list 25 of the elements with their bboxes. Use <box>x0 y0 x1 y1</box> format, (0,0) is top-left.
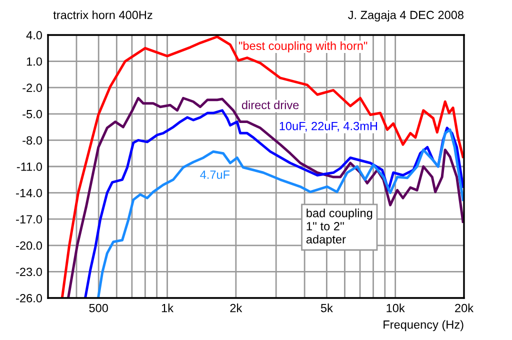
y-tick-label: -8.0 <box>22 136 42 145</box>
y-tick-label: -5.0 <box>22 110 42 118</box>
y-tick-label: -26.0 <box>16 294 42 302</box>
annotation: bad coupling 1'' to 2'' adapter <box>306 208 372 246</box>
series-label: 10uF, 22uF, 4.3mH <box>280 122 377 132</box>
y-tick-label: 1.0 <box>26 57 42 66</box>
x-axis-title: Frequency (Hz) <box>384 320 464 332</box>
x-tick-label: 500 <box>89 304 108 312</box>
series-label: "best coupling with horn" <box>239 41 368 52</box>
x-tick-label: 2k <box>230 304 242 312</box>
x-tick-label: 20k <box>455 304 474 312</box>
chart-subtitle: J. Zagaja 4 DEC 2008 <box>348 10 464 22</box>
x-tick-label: 1k <box>162 304 174 312</box>
series-label: direct drive <box>242 100 299 110</box>
y-tick-label: -14.0 <box>16 188 42 198</box>
y-tick-label: -17.0 <box>16 215 42 224</box>
series-label: 4.7uF <box>200 170 230 179</box>
x-tick-label: 10k <box>386 304 405 312</box>
y-tick-label: -11.0 <box>16 162 42 171</box>
chart-title: tractrix horn 400Hz <box>53 10 152 20</box>
y-tick-label: -23.0 <box>16 268 42 276</box>
y-tick-label: 4.0 <box>26 31 42 40</box>
y-tick-label: -2.0 <box>22 84 42 92</box>
x-tick-label: 5k <box>320 304 333 312</box>
y-tick-label: -20.0 <box>16 241 42 250</box>
